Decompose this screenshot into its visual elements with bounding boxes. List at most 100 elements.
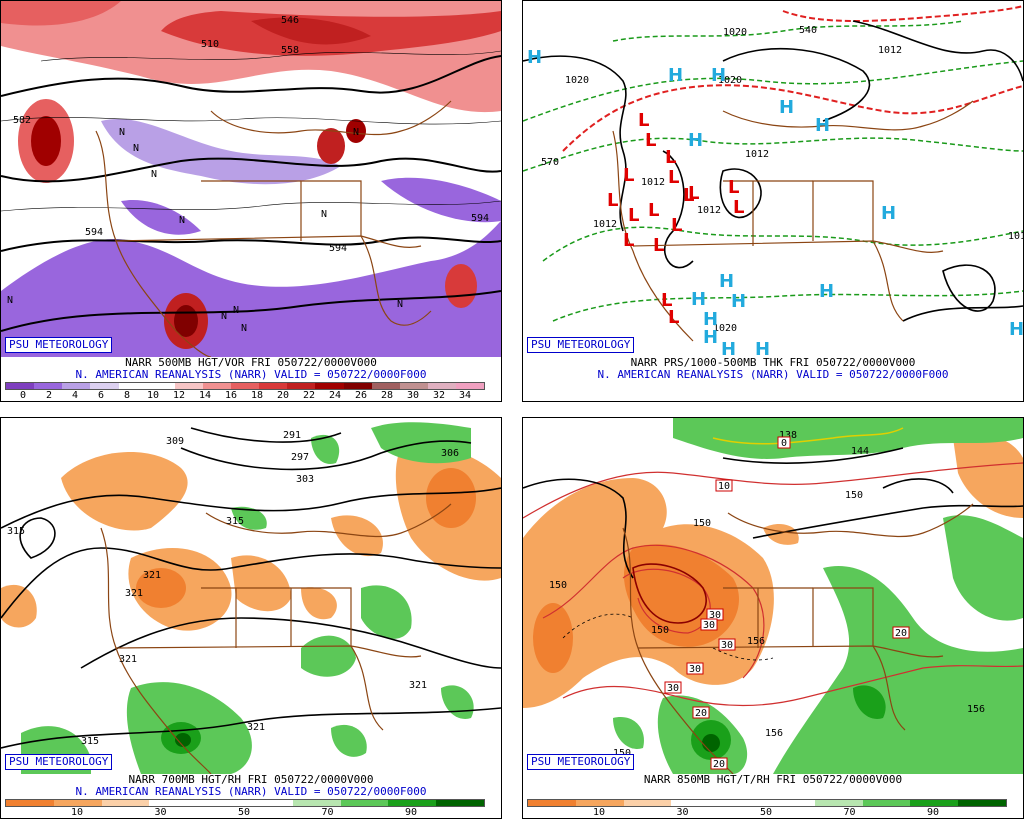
color-scale-tick-label: 30 bbox=[154, 807, 167, 818]
contour-label: 1020 bbox=[723, 27, 747, 38]
map-700mb: 309 291 297 303 306 315 315 321 321 321 … bbox=[1, 418, 501, 774]
contour-label: 315 bbox=[226, 516, 244, 527]
contour-label: 321 bbox=[143, 570, 161, 581]
color-scale bbox=[527, 799, 1007, 807]
svg-text:20: 20 bbox=[695, 708, 707, 719]
psu-meteorology-label: PSU METEOROLOGY bbox=[5, 337, 113, 353]
high-pressure-marker: H bbox=[688, 130, 703, 151]
color-scale-tick-label: 30 bbox=[676, 807, 689, 818]
contour-label: 144 bbox=[851, 446, 869, 457]
contour-label: 291 bbox=[283, 430, 301, 441]
high-pressure-marker: H bbox=[755, 339, 770, 357]
color-scale-swatch bbox=[149, 800, 198, 806]
panel-850mb-temp-humidity: 150 150 156 150 150 156 156 138 144 150 … bbox=[522, 417, 1024, 819]
color-scale-swatch bbox=[6, 800, 54, 806]
height-contours bbox=[1, 427, 501, 749]
product-line: NARR 850MB HGT/T/RH FRI 050722/0000V000 bbox=[643, 773, 903, 786]
color-scale-tick-label: 12 bbox=[172, 390, 186, 401]
contour-label: 1012 bbox=[697, 205, 721, 216]
color-scale-tick-label: 90 bbox=[404, 807, 418, 818]
color-scale-swatch bbox=[766, 800, 815, 806]
contour-label: 321 bbox=[125, 588, 143, 599]
color-scale-swatch bbox=[231, 383, 260, 389]
color-scale-tick-label: 90 bbox=[926, 807, 940, 818]
high-pressure-marker: H bbox=[668, 65, 683, 86]
color-scale-swatch bbox=[388, 800, 437, 806]
extremum-marker: N bbox=[321, 209, 327, 220]
color-scale-swatch bbox=[719, 800, 767, 806]
contour-label: 150 bbox=[845, 490, 863, 501]
color-scale-tick-label: 28 bbox=[380, 390, 394, 401]
thickness-contours bbox=[523, 20, 1023, 322]
svg-text:20: 20 bbox=[713, 759, 725, 770]
low-pressure-marker: L bbox=[671, 215, 682, 236]
color-scale-swatch bbox=[958, 800, 1006, 806]
color-scale-tick-label: 70 bbox=[843, 807, 856, 818]
color-scale-tick-label: 4 bbox=[71, 390, 79, 401]
color-scale-swatch bbox=[575, 800, 624, 806]
svg-text:10: 10 bbox=[718, 481, 730, 492]
color-scale-swatch bbox=[202, 383, 231, 389]
height-contours bbox=[1, 55, 501, 332]
svg-text:20: 20 bbox=[895, 628, 907, 639]
color-scale-tick-label: 6 bbox=[97, 390, 105, 401]
low-pressure-marker: L bbox=[623, 230, 634, 251]
geographic-borders bbox=[612, 100, 974, 342]
low-pressure-marker: L bbox=[607, 190, 618, 211]
contour-label: 156 bbox=[967, 704, 985, 715]
thickness-key-lines bbox=[562, 5, 1023, 152]
high-pressure-marker: H bbox=[1009, 319, 1023, 340]
high-pressure-marker: H bbox=[703, 327, 718, 348]
color-scale-swatch bbox=[623, 800, 672, 806]
low-pressure-marker: L bbox=[661, 290, 672, 311]
high-pressure-marker: H bbox=[779, 97, 794, 118]
low-pressure-marker: L bbox=[645, 130, 656, 151]
contour-label: 1020 bbox=[713, 323, 737, 334]
color-scale bbox=[5, 382, 485, 390]
color-scale-swatch bbox=[53, 800, 102, 806]
vorticity-negative-region bbox=[1, 221, 501, 357]
product-line: NARR 500MB HGT/VOR FRI 050722/0000V000 bbox=[125, 356, 377, 369]
color-scale-swatch bbox=[315, 383, 344, 389]
low-pressure-marker: L bbox=[628, 205, 639, 226]
extremum-marker: N bbox=[151, 169, 157, 180]
svg-text:30: 30 bbox=[667, 683, 679, 694]
extremum-marker: N bbox=[7, 295, 13, 306]
contour-label: 303 bbox=[296, 474, 314, 485]
panel-500mb-vorticity: 582 594 594 594 510 546 558 N N N N N N … bbox=[0, 0, 502, 402]
high-pressure-marker: H bbox=[719, 271, 734, 292]
valid-line: N. AMERICAN REANALYSIS (NARR) VALID = 05… bbox=[75, 368, 427, 381]
high-pressure-marker: H bbox=[703, 309, 718, 330]
contour-label: 315 bbox=[81, 736, 99, 747]
color-scale-tick-label: 34 bbox=[458, 390, 472, 401]
contour-label: 558 bbox=[281, 45, 299, 56]
color-scale-tick-label: 20 bbox=[276, 390, 290, 401]
geographic-borders bbox=[95, 100, 452, 357]
color-scale-swatch bbox=[101, 800, 150, 806]
low-pressure-marker: L bbox=[688, 183, 699, 204]
psu-meteorology-label: PSU METEOROLOGY bbox=[527, 337, 635, 353]
color-scale-swatch bbox=[436, 800, 484, 806]
color-scale-swatch bbox=[174, 383, 203, 389]
extremum-marker: N bbox=[179, 215, 185, 226]
color-scale-tick-label: 22 bbox=[302, 390, 316, 401]
low-pressure-marker: L bbox=[653, 235, 664, 256]
high-pressure-marker: H bbox=[731, 291, 746, 312]
low-pressure-marker: L bbox=[728, 177, 739, 198]
contour-label: 309 bbox=[166, 436, 184, 447]
svg-text:30: 30 bbox=[721, 640, 733, 651]
color-scale-swatch bbox=[671, 800, 720, 806]
svg-text:30: 30 bbox=[709, 610, 721, 621]
contour-label: 594 bbox=[471, 213, 489, 224]
valid-line: N. AMERICAN REANALYSIS (NARR) VALID = 05… bbox=[597, 368, 949, 381]
color-scale-tick-label: 8 bbox=[123, 390, 131, 401]
color-scale-tick-label: 10 bbox=[592, 807, 606, 818]
color-scale-swatch bbox=[292, 800, 341, 806]
geographic-borders bbox=[622, 503, 974, 774]
color-scale-tick-label: 26 bbox=[354, 390, 368, 401]
color-scale-tick-label: 32 bbox=[432, 390, 446, 401]
high-pressure-marker: H bbox=[815, 115, 830, 136]
geographic-borders bbox=[100, 503, 452, 774]
contour-label: 150 bbox=[693, 518, 711, 529]
contour-label: 138 bbox=[779, 430, 797, 441]
